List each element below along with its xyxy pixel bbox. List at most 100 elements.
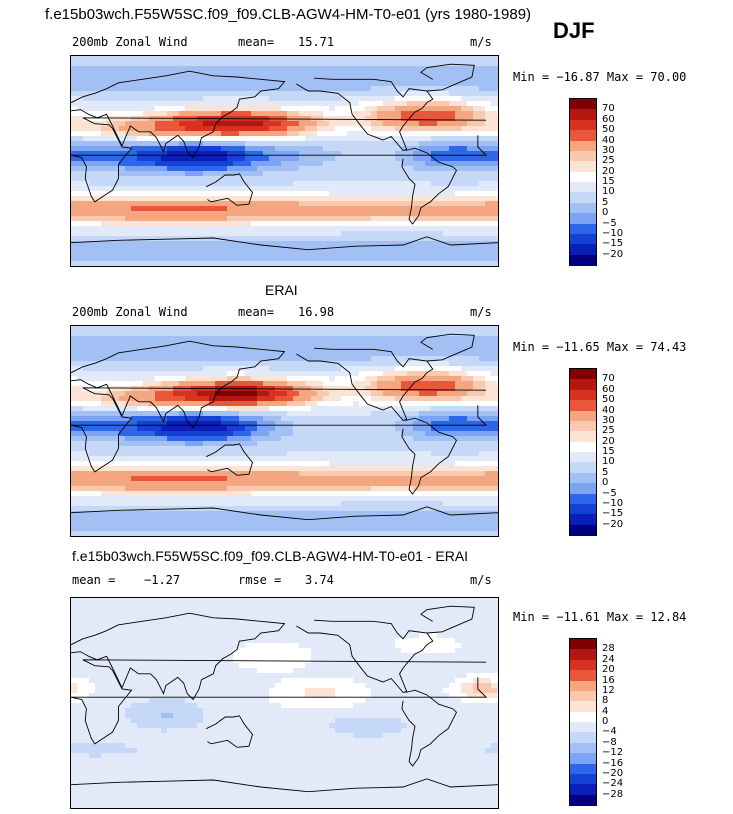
- contour-cell: [191, 356, 198, 362]
- contour-cell: [371, 121, 378, 127]
- contour-cell: [125, 96, 132, 102]
- contour-cell: [125, 116, 132, 122]
- contour-cell: [149, 206, 156, 212]
- contour-cell: [185, 181, 192, 187]
- contour-cell: [185, 401, 192, 407]
- contour-cell: [155, 156, 162, 162]
- contour-cell: [449, 156, 456, 162]
- contour-cell: [317, 326, 324, 332]
- contour-cell: [149, 351, 156, 357]
- contour-cell: [185, 91, 192, 97]
- contour-cell: [155, 186, 162, 192]
- contour-cell: [215, 166, 222, 172]
- contour-cell: [179, 166, 186, 172]
- colorbar-box: [570, 213, 596, 224]
- contour-cell: [101, 56, 108, 62]
- contour-cell: [113, 346, 120, 352]
- contour-cell: [431, 256, 438, 262]
- contour-cell: [389, 111, 396, 117]
- contour-cell: [239, 221, 246, 227]
- contour-cell: [155, 366, 162, 372]
- contour-cell: [269, 71, 276, 77]
- contour-cell: [413, 231, 420, 237]
- contour-cell: [455, 206, 462, 212]
- contour-cell: [431, 56, 438, 62]
- contour-cell: [197, 256, 204, 262]
- contour-cell: [347, 426, 354, 432]
- contour-cell: [281, 431, 288, 437]
- contour-cell: [317, 451, 324, 457]
- contour-cell: [83, 176, 90, 182]
- contour-cell: [359, 116, 366, 122]
- contour-cell: [119, 136, 126, 142]
- contour-cell: [359, 416, 366, 422]
- contour-cell: [239, 426, 246, 432]
- contour-cell: [485, 246, 492, 252]
- contour-cell: [71, 251, 78, 257]
- contour-cell: [491, 121, 498, 127]
- contour-cell: [485, 221, 492, 227]
- contour-cell: [77, 236, 84, 242]
- contour-cell: [269, 251, 276, 257]
- contour-cell: [371, 251, 378, 257]
- contour-cell: [413, 206, 420, 212]
- contour-cell: [119, 376, 126, 382]
- contour-cell: [443, 166, 450, 172]
- contour-cell: [407, 136, 414, 142]
- contour-cell: [95, 106, 102, 112]
- contour-cell: [413, 136, 420, 142]
- contour-cell: [233, 251, 240, 257]
- contour-cell: [221, 156, 228, 162]
- contour-cell: [269, 221, 276, 227]
- contour-cell: [191, 411, 198, 417]
- contour-cell: [173, 156, 180, 162]
- colorbar-tick-label: 25: [602, 155, 615, 167]
- contour-cell: [119, 351, 126, 357]
- contour-cell: [149, 411, 156, 417]
- contour-cell: [227, 436, 234, 442]
- contour-cell: [257, 76, 264, 82]
- contour-cell: [143, 431, 150, 437]
- contour-cell: [143, 126, 150, 132]
- contour-cell: [89, 236, 96, 242]
- contour-cell: [125, 391, 132, 397]
- contour-cell: [161, 171, 168, 177]
- contour-cell: [197, 146, 204, 152]
- contour-cell: [437, 326, 444, 332]
- contour-cell: [293, 341, 300, 347]
- contour-cell: [245, 96, 252, 102]
- contour-cell: [479, 176, 486, 182]
- contour-cell: [461, 436, 468, 442]
- contour-cell: [377, 166, 384, 172]
- contour-cell: [491, 251, 498, 257]
- contour-cell: [443, 201, 450, 207]
- contour-cell: [203, 216, 210, 222]
- contour-cell: [245, 326, 252, 332]
- contour-cell: [209, 56, 216, 62]
- contour-cell: [179, 231, 186, 237]
- contour-cell: [485, 136, 492, 142]
- contour-cell: [239, 226, 246, 232]
- contour-cell: [317, 211, 324, 217]
- contour-cell: [335, 166, 342, 172]
- contour-cell: [449, 351, 456, 357]
- contour-cell: [311, 71, 318, 77]
- contour-cell: [311, 66, 318, 72]
- contour-cell: [95, 211, 102, 217]
- contour-cell: [377, 261, 384, 266]
- contour-cell: [131, 371, 138, 377]
- contour-cell: [431, 326, 438, 332]
- contour-cell: [401, 86, 408, 92]
- contour-cell: [191, 396, 198, 402]
- contour-cell: [443, 436, 450, 442]
- contour-cell: [407, 191, 414, 197]
- contour-cell: [383, 401, 390, 407]
- contour-cell: [191, 211, 198, 217]
- contour-cell: [293, 201, 300, 207]
- contour-cell: [167, 216, 174, 222]
- contour-cell: [431, 371, 438, 377]
- contour-cell: [89, 336, 96, 342]
- contour-cell: [167, 341, 174, 347]
- contour-cell: [179, 451, 186, 457]
- contour-cell: [473, 206, 480, 212]
